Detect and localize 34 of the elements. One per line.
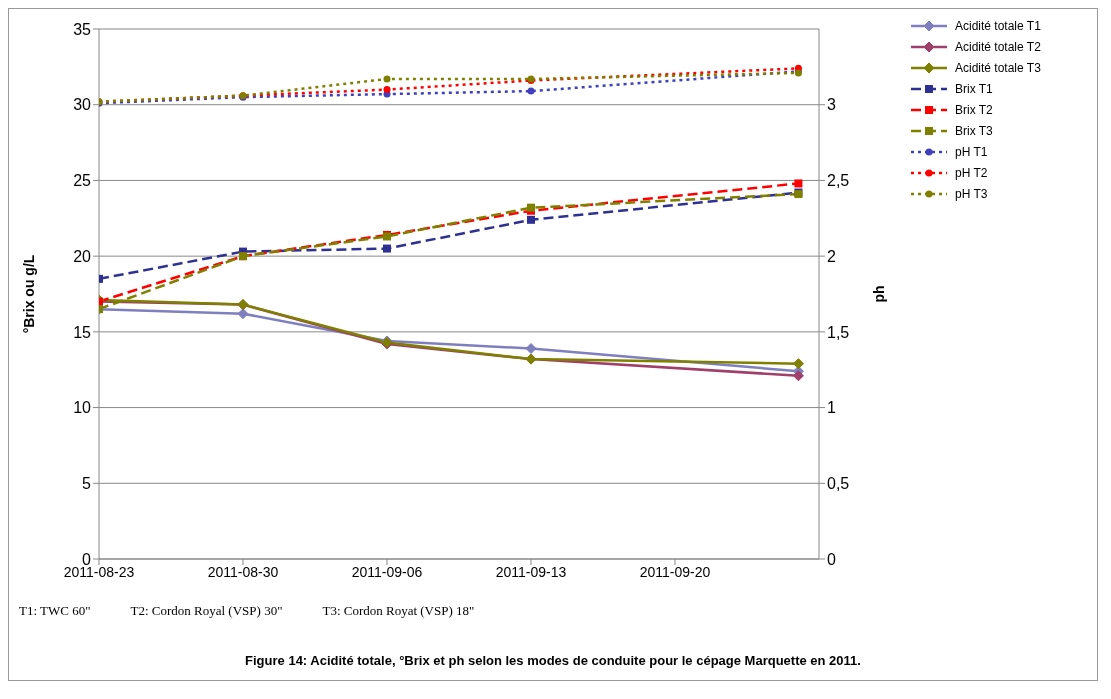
y-tick-label: 20	[73, 247, 92, 265]
y2-tick-label: 1	[827, 399, 836, 417]
y-tick-label: 5	[82, 474, 92, 492]
x-tick-label: 2011-09-13	[495, 563, 567, 580]
text: T3: Cordon Royat (VSP) 18"	[322, 603, 475, 619]
y-axis-title: °Brix ou g/L	[20, 254, 37, 334]
legend-label: Brix T1	[955, 82, 993, 96]
x-tick-label: 2011-09-06	[351, 563, 423, 580]
y-tick-label: 30	[73, 96, 92, 114]
y-tick-label: 35	[73, 20, 92, 38]
legend-label: pH T1	[955, 145, 988, 159]
legend-label: Acidité totale T2	[955, 40, 1041, 54]
text: T1: TWC 60"	[19, 603, 91, 619]
x-tick-label: 2011-09-20	[639, 563, 711, 580]
y2-axis-title: ph	[870, 285, 887, 303]
y2-tick-label: 0	[827, 550, 836, 568]
text: T2: Cordon Royal (VSP) 30"	[130, 603, 283, 619]
y2-tick-label: 0,5	[827, 474, 850, 492]
x-tick-label: 2011-08-30	[207, 563, 279, 580]
legend-label: pH T2	[955, 166, 988, 180]
y-tick-label: 0	[82, 550, 92, 568]
legend-label: Brix T3	[955, 124, 993, 138]
y-tick-label: 25	[73, 172, 92, 190]
text: Figure 14: Acidité totale, °Brix et ph selon les modes de conduite pour le cépage Marquette en 2011.	[244, 652, 862, 670]
y2-tick-label: 2	[827, 247, 836, 265]
legend-label: Brix T2	[955, 103, 993, 117]
y-tick-label: 15	[73, 323, 92, 341]
legend-label: pH T3	[955, 187, 988, 201]
y2-tick-label: 2,5	[827, 172, 850, 190]
legend-label: Acidité totale T3	[955, 61, 1041, 75]
legend-label: Acidité totale T1	[955, 19, 1041, 33]
y2-tick-label: 3	[827, 96, 836, 114]
y-tick-label: 10	[73, 399, 92, 417]
y2-tick-label: 1,5	[827, 323, 850, 341]
